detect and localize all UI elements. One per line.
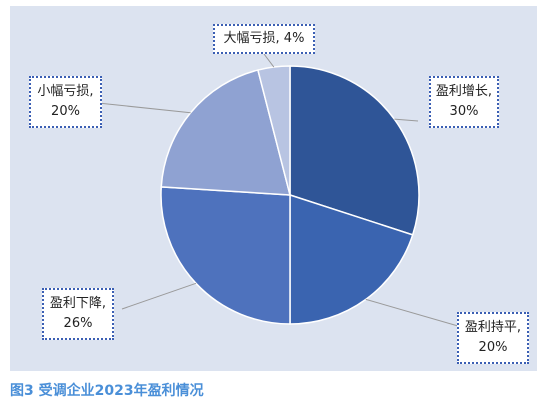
callout-big-loss-text: 大幅亏损, 4% xyxy=(223,31,305,46)
callout-growth-pct: 30% xyxy=(449,104,479,119)
pie-slices xyxy=(160,65,420,325)
callout-big-loss: 大幅亏损, 4% xyxy=(213,24,315,54)
leader-lines xyxy=(97,53,459,327)
leader-line-3 xyxy=(97,102,191,114)
leader-line-0 xyxy=(394,118,419,122)
pie-slice-3 xyxy=(160,69,291,196)
callout-flat-pct: 20% xyxy=(478,340,508,355)
callout-small-loss-name: 小幅亏损, xyxy=(37,84,94,99)
leader-line-1 xyxy=(365,298,459,327)
callout-decline-name: 盈利下降, xyxy=(49,296,107,311)
callout-growth-name: 盈利增长, xyxy=(435,84,493,99)
callout-small-loss: 小幅亏损, 20% xyxy=(29,76,102,128)
callout-small-loss-pct: 20% xyxy=(51,104,80,119)
callout-decline-pct: 26% xyxy=(63,316,93,331)
pie-slice-1 xyxy=(289,193,414,325)
pie-slice-0 xyxy=(289,65,420,236)
callout-decline: 盈利下降, 26% xyxy=(42,288,114,340)
pie-slice-2 xyxy=(160,186,291,325)
leader-line-4 xyxy=(263,53,275,68)
callout-growth: 盈利增长, 30% xyxy=(429,76,499,128)
callout-flat: 盈利持平, 20% xyxy=(457,312,529,364)
pie-chart xyxy=(97,53,459,327)
leader-line-2 xyxy=(121,282,197,310)
pie-slice-4 xyxy=(257,65,291,196)
callout-flat-name: 盈利持平, xyxy=(464,320,522,335)
figure-caption: 图3 受调企业2023年盈利情况 xyxy=(10,383,204,399)
